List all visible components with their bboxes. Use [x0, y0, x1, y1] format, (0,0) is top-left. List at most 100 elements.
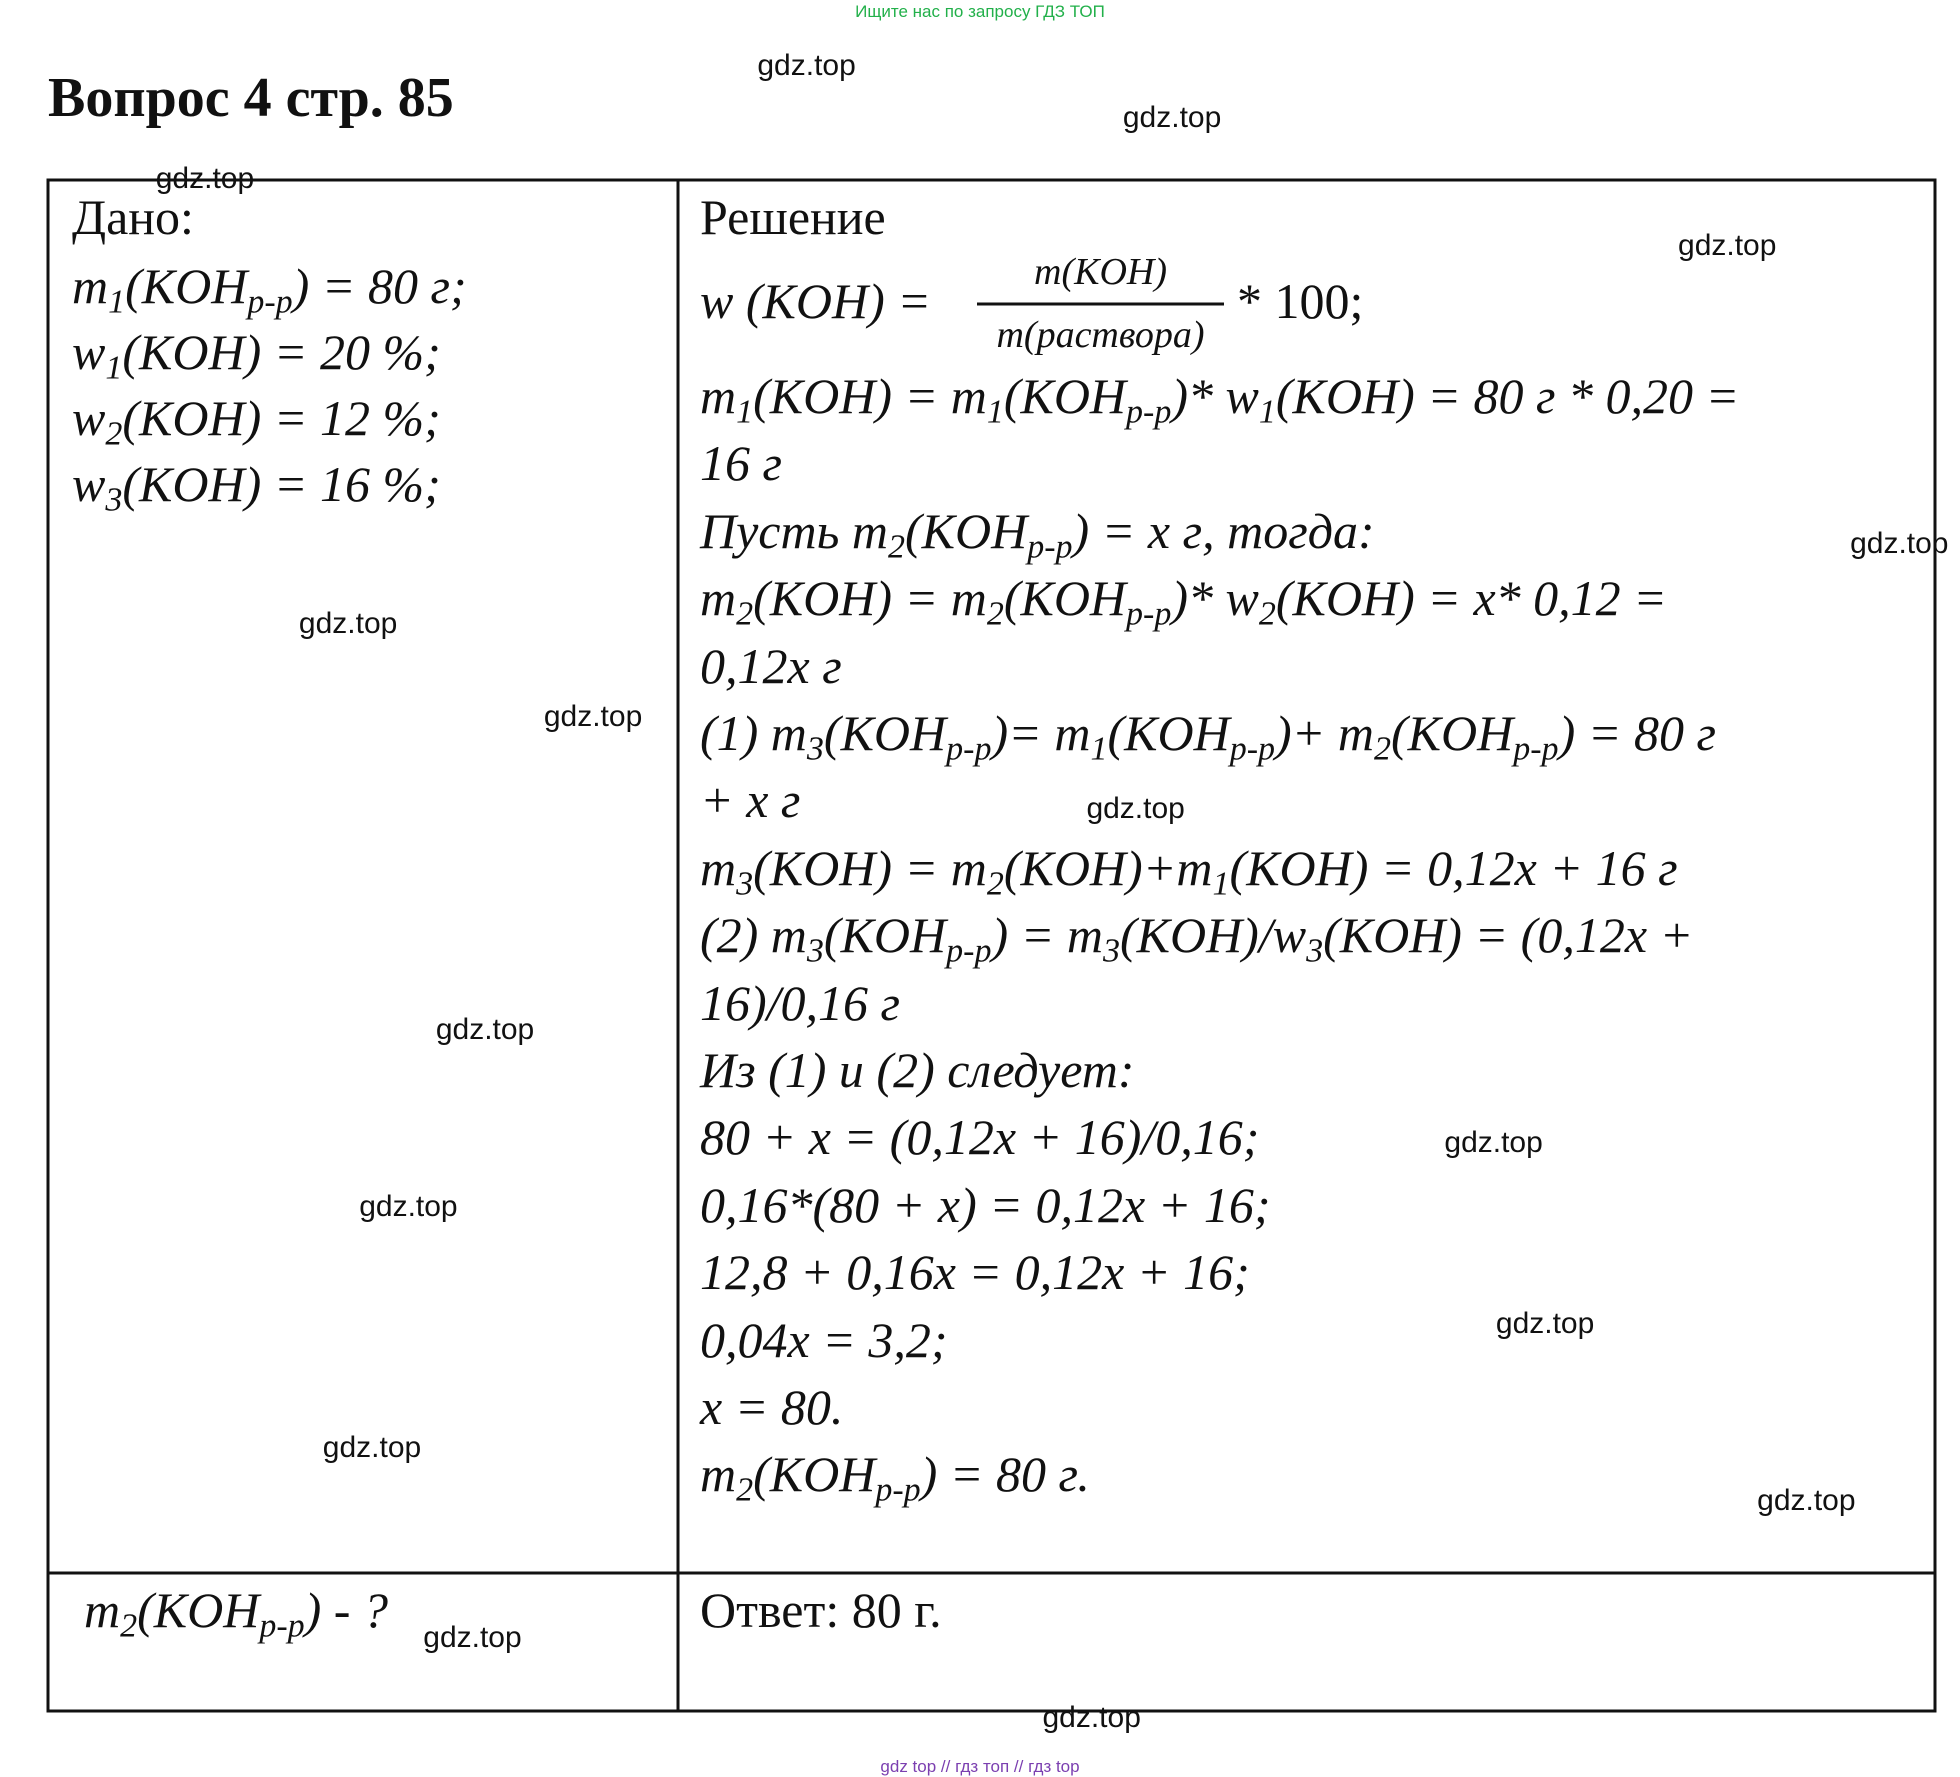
subscript: 3 [806, 730, 824, 768]
text-run: (KOH [1003, 570, 1127, 627]
text-run: 80 + x = (0,12x + 16)/0,16; [700, 1109, 1260, 1166]
text-run: (KOH) = 80 г * 0,20 = [1275, 368, 1740, 424]
text-run: m [84, 1582, 121, 1638]
watermark: gdz.top [435, 1013, 535, 1047]
subscript: 2 [986, 865, 1004, 903]
subscript: 2 [986, 595, 1004, 633]
text-run: 12,8 + 0,16x = 0,12x + 16; [700, 1244, 1250, 1301]
text-run: m [700, 570, 737, 627]
subscript: р-р [247, 283, 293, 321]
subscript: р-р [1513, 730, 1559, 768]
solution-line: 0,04x = 3,2; [700, 1310, 948, 1370]
text-run: (KOH) = 0,12x + 16 г [1229, 839, 1678, 896]
text-run: (KOH) = m [753, 570, 987, 627]
subscript: р-р [946, 932, 992, 970]
subscript: 2 [1258, 595, 1276, 633]
solution-line: + x г [700, 770, 800, 830]
text-run: (KOH [904, 502, 1028, 559]
text-run: (KOH [753, 1446, 876, 1503]
watermark: gdz.top [1495, 1307, 1595, 1341]
subscript: 1 [1258, 393, 1276, 431]
text-run: (KOH) = 12 %; [122, 390, 441, 446]
formula-lhs: w (KOH) = [700, 273, 931, 329]
text-run: (KOH [823, 907, 947, 964]
watermark: gdz.top [1757, 1484, 1856, 1518]
subscript: 1 [108, 283, 126, 321]
text-run: w [72, 324, 106, 380]
text-run: x = 80. [700, 1379, 844, 1435]
solution-line: m3(KOH) = m2(KOH)+m1(KOH) = 0,12x + 16 г [700, 838, 1678, 901]
subscript: 3 [105, 481, 123, 519]
text-run: (KOH)+m [1003, 839, 1213, 896]
given-heading: Дано: [72, 189, 194, 245]
subscript: 1 [736, 393, 754, 431]
subscript: р-р [946, 730, 992, 768]
formula-rhs: * 100; [1237, 273, 1364, 329]
solution-line: 16 г [700, 433, 782, 493]
subscript: 1 [1090, 730, 1108, 768]
find-line: m2(KOHр-р) - ? [84, 1580, 388, 1643]
text-run: ) = 80 г. [920, 1446, 1090, 1503]
subscript: 2 [736, 1471, 754, 1509]
text-run: (KOH)/w [1119, 907, 1307, 964]
text-run: (KOH [125, 258, 248, 314]
subscript: р-р [259, 1607, 305, 1645]
solution-line: 12,8 + 0,16x = 0,12x + 16; [700, 1242, 1250, 1302]
solution-line: 16)/0,16 г [700, 973, 900, 1033]
text-run: (KOH [137, 1582, 260, 1638]
solution-line: 80 + x = (0,12x + 16)/0,16; [700, 1107, 1259, 1167]
given-line: w1(KOH) = 20 %; [72, 322, 441, 385]
text-run: w [72, 456, 106, 512]
text-run: (KOH [1391, 705, 1514, 761]
text-run: (KOH) = 20 %; [122, 324, 441, 380]
given-line: w2(KOH) = 12 %; [72, 388, 441, 451]
text-run: (KOH) = 16 %; [122, 456, 441, 512]
solution-line: (1) m3(KOHр-р)= m1(KOHр-р)+ m2(KOHр-р) =… [700, 703, 1716, 766]
watermark: gdz.top [1122, 101, 1222, 135]
subscript: 2 [887, 528, 905, 566]
solution-heading: Решение [700, 189, 886, 245]
subscript: 2 [120, 1607, 138, 1645]
subscript: 3 [1306, 932, 1324, 970]
subscript: 2 [1374, 730, 1392, 768]
title: Вопрос 4 стр. 85 [48, 67, 454, 129]
text-run: 16 г [700, 435, 783, 492]
solution-line: 0,12x г [700, 636, 842, 696]
watermark: gdz.top [322, 1431, 422, 1465]
text-run: m [700, 368, 737, 424]
text-run: m [700, 1446, 737, 1503]
watermark: gdz.top [155, 161, 255, 195]
subscript: р-р [1126, 393, 1172, 431]
subscript: 3 [1102, 932, 1120, 970]
text-run: (KOH [823, 705, 947, 761]
solution-line: m1(KOH) = m1(KOHр-р)* w1(KOH) = 80 г * 0… [700, 366, 1740, 429]
subscript: р-р [1027, 528, 1073, 566]
text-run: (1) m [700, 705, 807, 761]
text-run: 16)/0,16 г [700, 974, 901, 1031]
text-run: 0,04x = 3,2; [700, 1311, 948, 1368]
text-run: + x г [700, 772, 801, 829]
formula-denominator: m(раствора) [996, 314, 1205, 356]
text-run: (KOH [1107, 705, 1230, 761]
text-run: Из (1) и (2) следует: [700, 1042, 1135, 1098]
text-run: 0,16*(80 + x) = 0,12x + 16; [700, 1176, 1271, 1233]
text-run: w [72, 390, 106, 446]
solution-line: m2(KOHр-р) = 80 г. [700, 1444, 1090, 1507]
text-run: )= m [991, 705, 1091, 761]
subscript: 2 [736, 595, 754, 633]
watermark: gdz.top [1042, 1701, 1141, 1735]
text-run: )* w [1171, 368, 1259, 424]
text-run: )* w [1171, 570, 1259, 627]
solution-line: x = 80. [700, 1377, 843, 1437]
subscript: 1 [1212, 865, 1230, 903]
solution-line: Пусть m2(KOHр-р) = x г, тогда: [700, 501, 1375, 564]
solution-line: 0,16*(80 + x) = 0,12x + 16; [700, 1175, 1271, 1235]
text-run: (KOH) = m [753, 368, 987, 424]
watermark: gdz.top [423, 1621, 522, 1655]
text-run: (KOH) = (0,12x + [1323, 907, 1694, 964]
text-run: )+ m [1275, 705, 1375, 761]
text-run: (KOH) = m [753, 839, 987, 896]
text-run: ) = m [991, 907, 1103, 964]
text-run: m [72, 258, 109, 314]
